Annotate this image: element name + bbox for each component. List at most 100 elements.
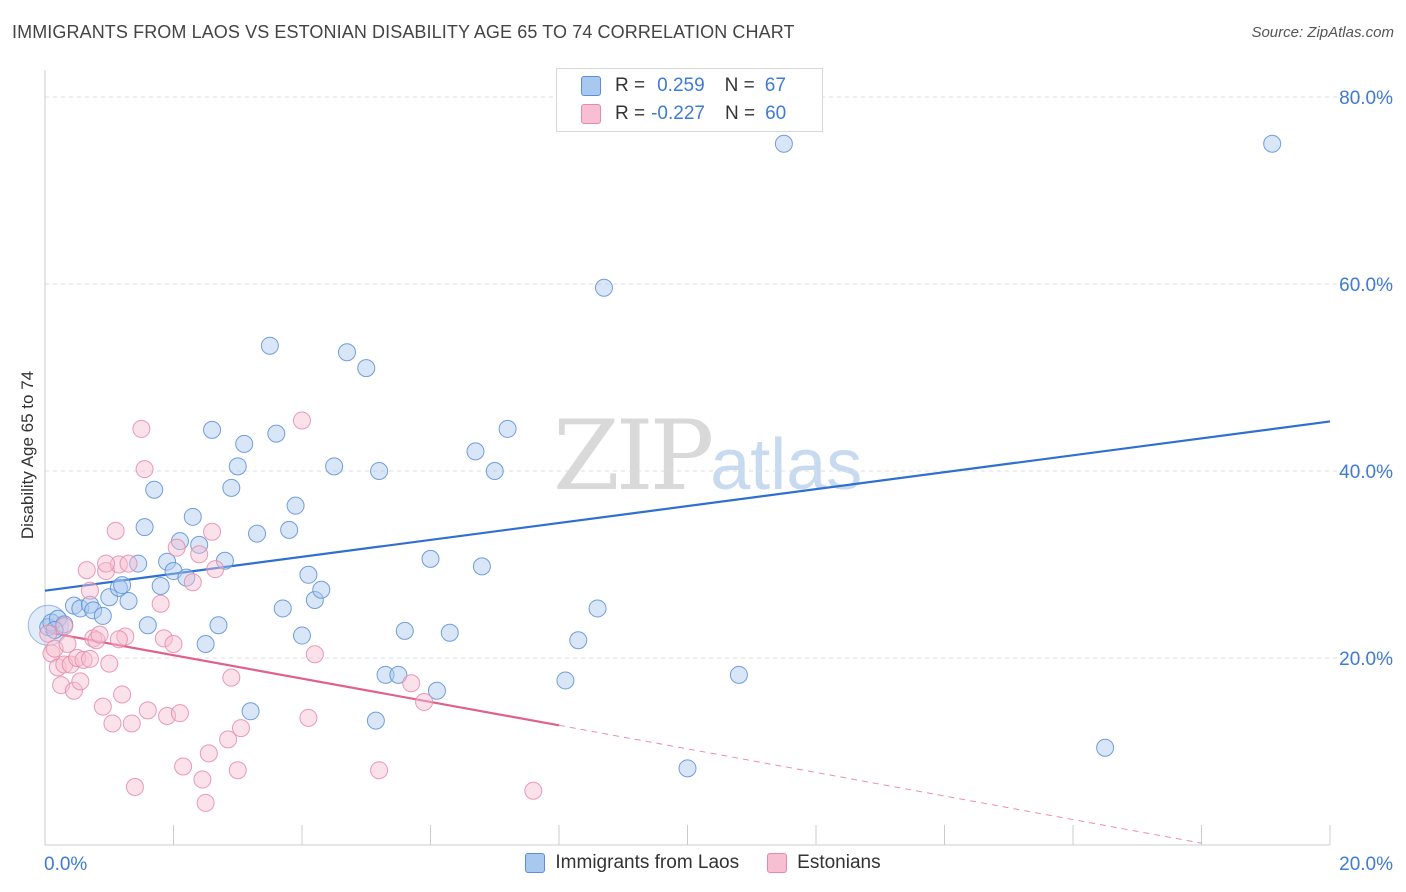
legend-label-estonians: Estonians (797, 852, 881, 873)
laos-point-36 (286, 496, 305, 515)
laos-point-24 (203, 420, 222, 439)
laos-point-40 (312, 580, 331, 599)
estonian-point-6 (58, 634, 77, 653)
estonian-point-16 (90, 625, 109, 644)
estonian-point-29 (135, 460, 154, 479)
estonian-point-8 (64, 681, 83, 700)
estonian-point-39 (190, 545, 209, 564)
laos-point-60 (678, 759, 697, 778)
legend-n-label: N = (724, 103, 756, 124)
estonian-point-9 (68, 649, 87, 667)
laos-point-48 (395, 621, 414, 640)
legend-r-label: R = (615, 75, 646, 96)
estonian-point-43 (203, 522, 222, 541)
laos-point-22 (190, 535, 209, 554)
laos-point-8 (93, 606, 112, 625)
laos-point-12 (129, 554, 148, 573)
laos-point-55 (498, 419, 517, 438)
laos-point-43 (357, 359, 376, 378)
trend-line-estonians (44, 630, 560, 727)
laos-point-29 (235, 434, 254, 453)
laos-point-53 (472, 557, 491, 576)
estonian-point-26 (122, 714, 141, 733)
y-tick-label-1: 40.0% (1339, 462, 1393, 483)
trend-line-estonians-extrapolated (558, 724, 1202, 844)
laos-point-20 (177, 568, 196, 587)
estonian-point-22 (109, 555, 128, 574)
legend-r-label: R = (615, 103, 646, 124)
laos-point-59 (594, 278, 613, 297)
legend-swatch-pink (581, 104, 601, 124)
estonian-point-57 (80, 649, 99, 668)
legend-label-laos: Immigrants from Laos (555, 852, 740, 873)
estonian-point-50 (299, 708, 318, 727)
estonian-point-10 (71, 672, 90, 691)
laos-point-13 (135, 518, 154, 537)
estonian-point-51 (305, 645, 324, 664)
laos-point-14 (138, 616, 157, 635)
data-points (27, 134, 1282, 812)
laos-point-47 (389, 665, 408, 684)
laos-point-30 (241, 702, 260, 721)
estonian-point-17 (93, 697, 112, 716)
laos-point-49 (421, 549, 440, 568)
laos-point-21 (183, 507, 202, 526)
trend-lines (44, 420, 1331, 844)
laos-point-38 (299, 565, 318, 584)
estonian-point-55 (524, 781, 543, 800)
laos-point-34 (273, 599, 292, 618)
estonian-point-58 (109, 630, 128, 649)
estonian-point-42 (199, 744, 218, 763)
correlation-legend: R = 0.259 N = 67 R = -0.227 N = 60 (556, 68, 823, 132)
laos-point-42 (337, 343, 356, 362)
laos-point-52 (466, 442, 485, 461)
laos-point-28 (228, 457, 247, 476)
y-tick-label-2: 60.0% (1339, 275, 1393, 296)
laos-point-46 (376, 665, 395, 684)
laos-point-50 (427, 681, 446, 700)
laos-point-39 (305, 591, 324, 610)
laos-point-11 (119, 591, 138, 610)
estonian-point-56 (55, 617, 74, 636)
laos-point-58 (588, 599, 607, 618)
estonian-point-53 (402, 674, 421, 693)
laos-point-62 (774, 134, 793, 153)
laos-point-64 (1263, 134, 1282, 153)
estonian-point-45 (219, 730, 238, 749)
laos-point-44 (366, 711, 385, 730)
laos-point-25 (209, 616, 228, 635)
estonian-point-27 (125, 778, 144, 797)
laos-point-35 (280, 520, 299, 539)
watermark-zip: ZIP (553, 400, 714, 512)
estonian-point-40 (193, 770, 212, 789)
series-legend: Immigrants from Laos Estonians (0, 852, 1406, 874)
laos-point-6 (80, 595, 99, 614)
estonian-point-52 (370, 761, 389, 780)
laos-point-9 (100, 588, 119, 607)
laos-point-27 (222, 478, 241, 497)
legend-item-estonians[interactable]: Estonians (767, 852, 881, 874)
laos-point-57 (569, 631, 588, 650)
laos-point-63 (1096, 738, 1115, 757)
estonian-point-30 (138, 701, 157, 720)
legend-r-value: -0.227 (651, 103, 705, 124)
estonian-point-36 (170, 704, 189, 723)
laos-point-31 (248, 524, 267, 543)
estonian-point-37 (174, 757, 193, 776)
laos-point-51 (440, 623, 459, 642)
estonian-point-21 (106, 521, 125, 540)
legend-r-value: 0.259 (657, 75, 705, 96)
estonian-point-0 (39, 624, 58, 643)
legend-item-laos[interactable]: Immigrants from Laos (525, 852, 739, 874)
estonian-point-13 (80, 581, 99, 600)
laos-point-10 (109, 578, 128, 597)
estonian-point-34 (164, 634, 183, 653)
estonian-point-59 (97, 554, 116, 573)
y-tick-label-3: 80.0% (1339, 88, 1393, 109)
laos-point-17 (158, 552, 177, 571)
laos-point-66 (113, 576, 132, 595)
source-label: Source: ZipAtlas.com (1251, 24, 1394, 41)
x-tick-label-1: 20.0% (1339, 854, 1393, 875)
estonian-point-47 (231, 719, 250, 738)
